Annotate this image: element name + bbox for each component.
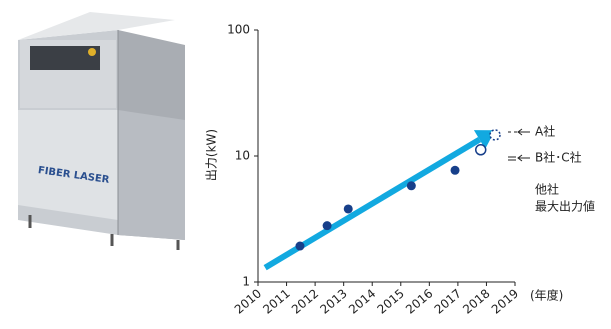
x-tick-label: 2014 — [346, 286, 378, 316]
x-tick-label: 2010 — [232, 286, 264, 316]
x-tick-label: 2017 — [432, 286, 464, 316]
data-point — [295, 242, 304, 251]
data-point — [476, 145, 486, 155]
x-axis-label: (年度) — [530, 288, 563, 303]
data-point — [490, 130, 500, 140]
x-tick-label: 2015 — [375, 286, 407, 316]
annotation: 他社 — [535, 182, 559, 197]
y-tick-label: 1 — [242, 275, 250, 289]
laser-photo: FIBER LASER — [18, 12, 185, 250]
page: FIBER LASER 出力(kW) (年度) 1101002010201120… — [0, 0, 611, 325]
y-axis-label: 出力(kW) — [205, 129, 219, 181]
x-tick-label: 2016 — [403, 286, 435, 316]
data-point — [344, 204, 353, 213]
y-tick-label: 100 — [227, 23, 250, 37]
annotation: B社･C社 — [535, 150, 582, 165]
annotation-markers — [508, 129, 530, 161]
x-tick-label: 2011 — [260, 286, 292, 316]
data-point — [407, 181, 416, 190]
x-tick-label: 2019 — [489, 286, 521, 316]
annotation: 最大出力値 — [535, 199, 595, 214]
y-tick-label: 10 — [235, 149, 250, 163]
x-tick-label: 2012 — [289, 286, 321, 316]
annotation: A社 — [535, 124, 555, 139]
x-tick-label: 2013 — [317, 286, 349, 316]
data-point — [323, 221, 332, 230]
data-point — [451, 166, 460, 175]
x-tick-label: 2018 — [460, 286, 492, 316]
